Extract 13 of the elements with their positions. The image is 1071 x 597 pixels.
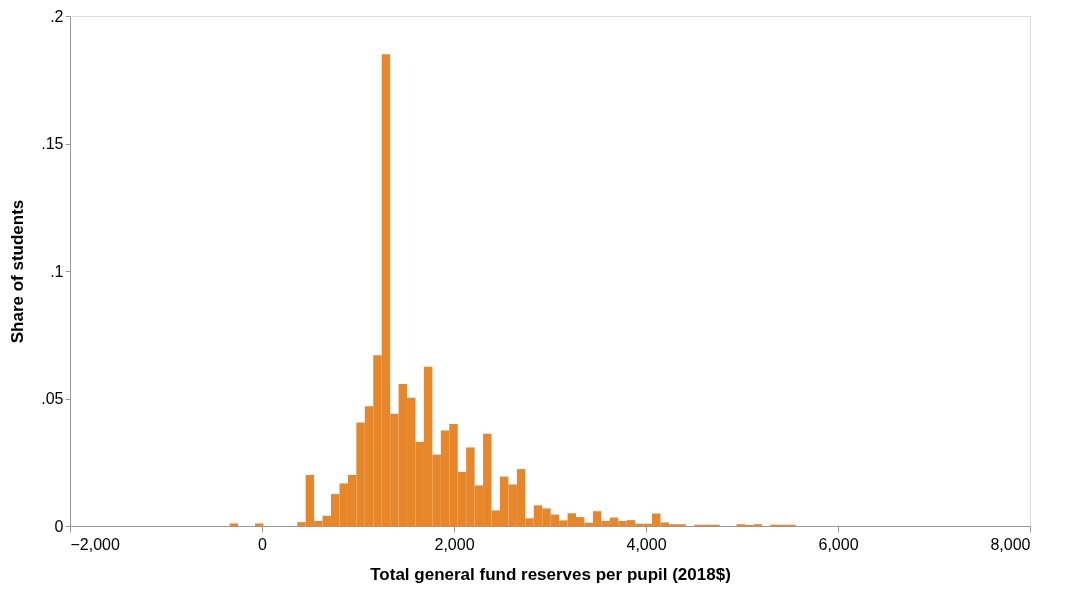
y-axis-title: Share of students [8, 199, 28, 344]
x-axis-title: Total general fund reserves per pupil (2018$) [370, 564, 731, 584]
x-tick-label: −2,000 [70, 535, 120, 553]
x-tick-label: 8,000 [990, 535, 1031, 553]
y-tick-label: .15 [41, 135, 64, 152]
x-tick-label: 4,000 [626, 535, 667, 553]
y-tick-label: .2 [50, 7, 64, 25]
y-tick-label: .05 [41, 390, 64, 407]
x-tick-label: 0 [258, 535, 268, 553]
y-tick-label: .1 [50, 262, 64, 280]
x-tick-label: 6,000 [818, 535, 859, 553]
x-tick-label: 2,000 [434, 535, 475, 553]
y-tick-label: 0 [54, 517, 64, 535]
